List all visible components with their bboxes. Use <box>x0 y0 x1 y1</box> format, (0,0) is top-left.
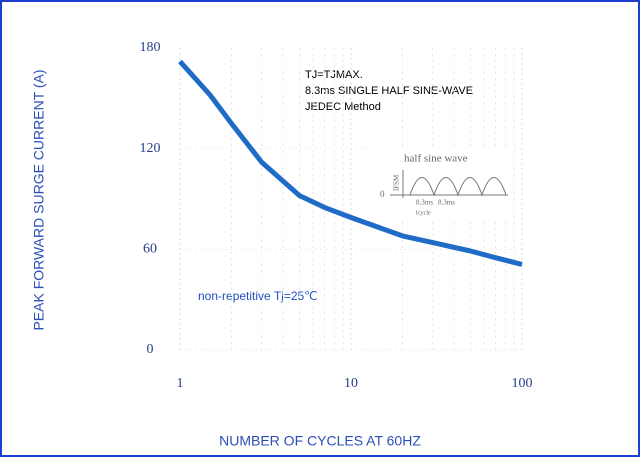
x-axis-label: NUMBER OF CYCLES AT 60HZ <box>219 433 421 449</box>
annotation: TJ=TJMAX. <box>305 69 363 81</box>
inset-background <box>372 148 512 220</box>
annotation: 8.3ms SINGLE HALF SINE-WAVE <box>305 85 473 97</box>
inset-cycle: 1cycle <box>415 210 431 216</box>
x-tick-label: 1 <box>177 376 184 391</box>
y-axis-label: PEAK FORWARD SURGE CURRENT (A) <box>31 69 47 330</box>
y-tick-label: 180 <box>140 40 161 55</box>
inset: half sine wave 0 IFSM 8.3ms 8.3ms 1cycle <box>372 148 512 220</box>
y-tick-label: 120 <box>140 141 161 156</box>
y-tick-label: 0 <box>147 342 154 357</box>
inset-wave <box>409 177 507 197</box>
inset-axis: IFSM <box>393 174 401 191</box>
inset-period: 8.3ms <box>416 199 433 207</box>
x-tick-label: 10 <box>344 376 358 391</box>
annotation: JEDEC Method <box>305 101 381 113</box>
note: non-repetitive Tj=25℃ <box>198 289 318 303</box>
y-tick-label: 60 <box>143 242 157 257</box>
inset-period: 8.3ms <box>438 199 455 207</box>
inset-title: half sine wave <box>404 153 468 165</box>
x-tick-label: 100 <box>512 376 533 391</box>
inset-zero: 0 <box>380 189 385 199</box>
data-line <box>178 59 523 267</box>
